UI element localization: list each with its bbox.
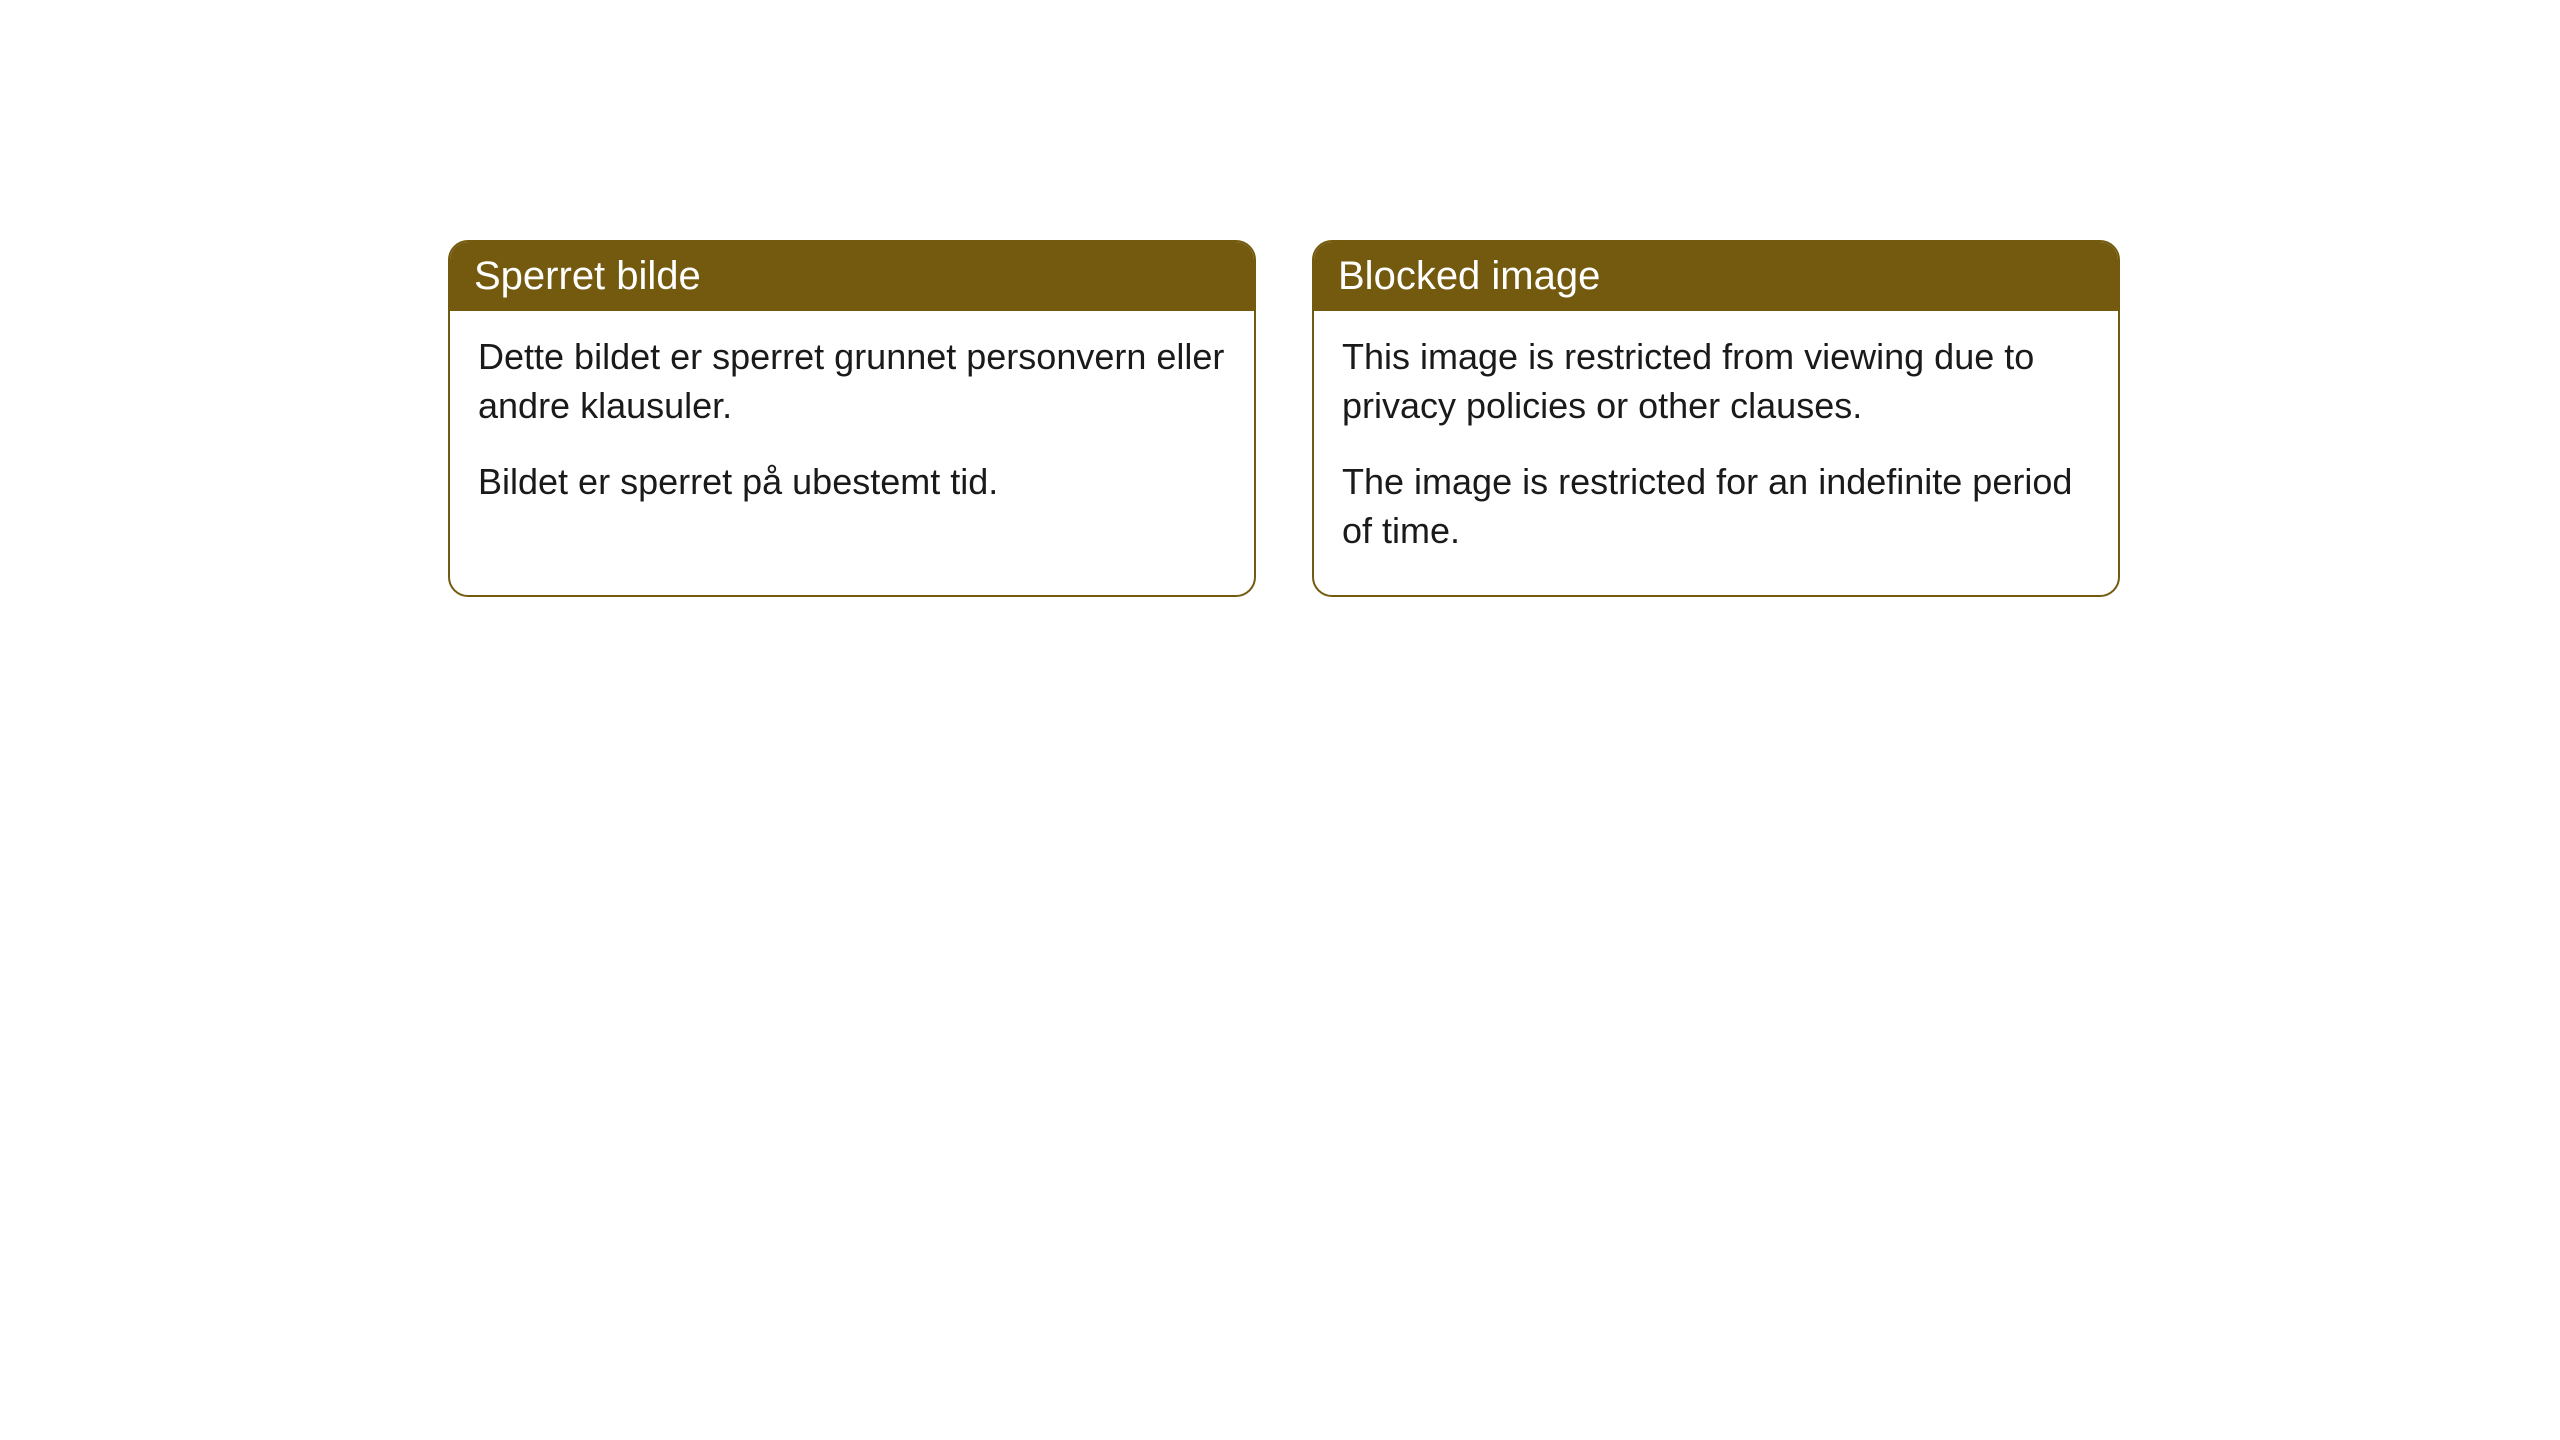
- card-paragraph: This image is restricted from viewing du…: [1342, 333, 2090, 430]
- card-paragraph: The image is restricted for an indefinit…: [1342, 458, 2090, 555]
- card-paragraph: Dette bildet er sperret grunnet personve…: [478, 333, 1226, 430]
- card-body: Dette bildet er sperret grunnet personve…: [450, 311, 1254, 547]
- card-header: Sperret bilde: [450, 242, 1254, 311]
- card-body: This image is restricted from viewing du…: [1314, 311, 2118, 595]
- info-card-english: Blocked image This image is restricted f…: [1312, 240, 2120, 597]
- info-card-norwegian: Sperret bilde Dette bildet er sperret gr…: [448, 240, 1256, 597]
- card-title: Sperret bilde: [474, 254, 701, 298]
- card-header: Blocked image: [1314, 242, 2118, 311]
- cards-container: Sperret bilde Dette bildet er sperret gr…: [448, 240, 2560, 597]
- card-title: Blocked image: [1338, 254, 1600, 298]
- card-paragraph: Bildet er sperret på ubestemt tid.: [478, 458, 1226, 507]
